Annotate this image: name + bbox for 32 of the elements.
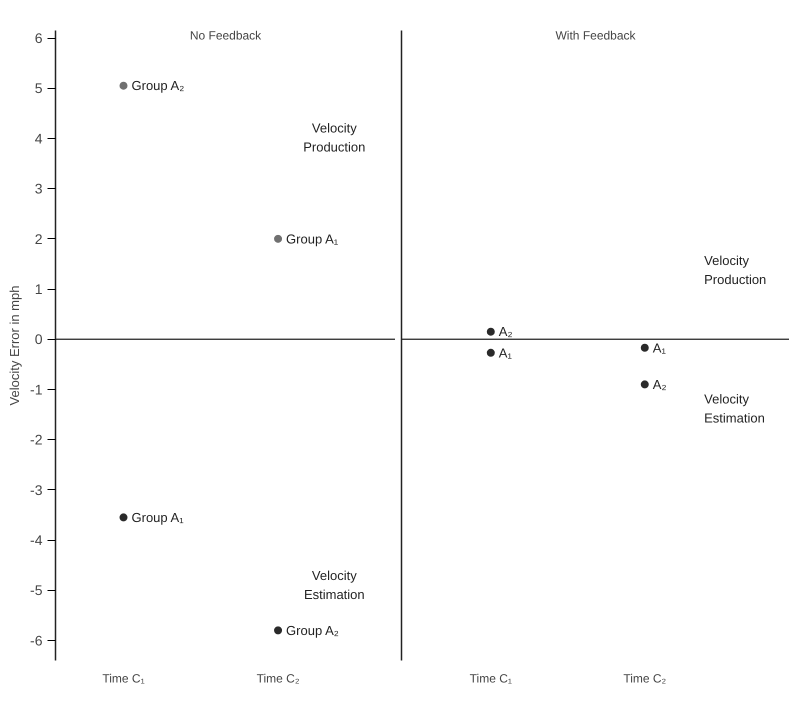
x-tick-label: Time C₁: [102, 672, 145, 686]
annotation: Velocity Estimation: [704, 392, 765, 426]
annotation: Velocity Production: [704, 253, 766, 287]
annotation: A₁: [652, 340, 666, 356]
y-tick-label: 2: [34, 230, 43, 247]
annotation: A₂: [498, 324, 513, 340]
y-tick-label: 0: [34, 331, 43, 348]
annotation: Velocity Estimation: [304, 568, 365, 602]
y-tick-label: 6: [34, 30, 43, 46]
annotation: Group A₁: [132, 510, 184, 525]
y-tick-label: 5: [34, 80, 43, 96]
x-tick-label: Time C₁: [470, 672, 512, 686]
annotation: Velocity Production: [303, 120, 366, 154]
x-tick-label: Time C₂: [623, 672, 667, 686]
y-tick-label: 4: [34, 130, 43, 146]
annotation: A₁: [498, 345, 512, 360]
chart-title: With Feedback: [555, 28, 637, 42]
annotation: Group A₁: [286, 231, 339, 246]
y-tick-label: -5: [30, 582, 43, 598]
y-tick-label: 3: [34, 180, 43, 197]
y-tick-label: -1: [30, 381, 43, 398]
y-axis-title: Velocity Error in mph: [7, 286, 22, 406]
chart-title: No Feedback: [190, 28, 262, 42]
y-tick-label: -6: [30, 632, 43, 648]
y-tick-label: 1: [34, 281, 43, 298]
x-tick-label: Time C₂: [256, 672, 300, 686]
annotation: Group A₂: [132, 78, 184, 94]
annotation: Group A₂: [286, 622, 339, 638]
y-tick-label: -3: [30, 482, 43, 498]
y-tick-label: -4: [30, 532, 43, 548]
annotation: A₂: [652, 376, 666, 392]
y-tick-label: -2: [30, 432, 43, 448]
